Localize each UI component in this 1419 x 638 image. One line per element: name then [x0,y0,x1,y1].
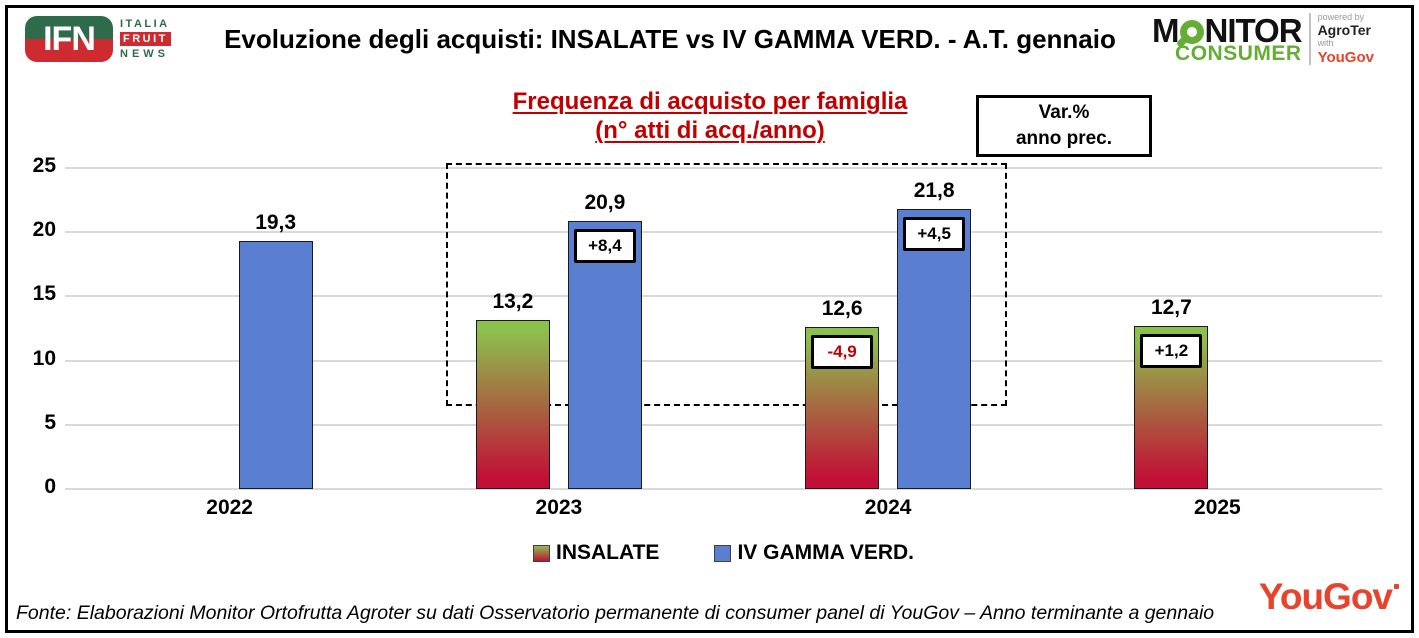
magnifier-icon [1179,19,1204,44]
bar-iv-gamma-verd--2023 [567,220,642,489]
gridline-25 [65,167,1382,169]
page-title: Evoluzione degli acquisti: INSALATE vs I… [224,24,1116,54]
legend-label: IV GAMMA VERD. [737,541,914,564]
ifn-abbr: IFN [43,19,96,58]
bar-value-label-2023-1: 20,9 [584,190,626,214]
with-text: with [1317,38,1334,49]
var-chip-2023-1: +8,4 [573,228,636,263]
yougov-logo-text: YouGov [1258,576,1393,617]
bar-value-label-2022-1: 19,3 [255,211,297,235]
var-percent-line1: Var.% [1038,102,1090,124]
ifn-badge-icon: IFN [25,16,113,62]
highlight-dashed-box [446,163,1007,406]
gridline-20 [65,231,1382,234]
ifn-fruit-text: FRUIT [120,32,171,46]
chart-subtitle: Frequenza di acquisto per famiglia (n° a… [380,88,1040,146]
y-axis-label-0: 0 [44,475,56,498]
monitor-consumer-wordmark: M NITOR CONSUMER [1152,12,1303,66]
y-axis-label-25: 25 [32,154,56,177]
var-chip-2024-0: -4,9 [811,335,874,370]
gridline-0 [65,488,1382,490]
bar-iv-gamma-verd--2022 [238,241,313,489]
chart-subtitle-line1: Frequenza di acquisto per famiglia [512,88,908,115]
monitor-rest: NITOR [1204,12,1303,50]
powered-by-text: powered by [1317,12,1365,22]
gridline-10 [65,359,1382,362]
gridline-15 [65,295,1382,298]
x-axis-label-2025: 2025 [1194,496,1241,519]
powered-by-block: powered by AgroTer with YouGov [1318,12,1374,66]
legend-swatch [714,544,732,562]
bar-insalate-2023 [475,319,550,489]
x-axis-label-2023: 2023 [535,496,583,519]
var-chip-2024-1: +4,5 [903,217,966,252]
logo-divider [1308,13,1311,66]
y-axis-label-5: 5 [44,410,56,434]
ifn-news-text: NEWS [120,48,169,60]
bar-value-label-2024-0: 12,6 [821,297,863,321]
y-axis-label-20: 20 [32,218,56,242]
x-axis-label-2022: 2022 [206,496,253,519]
source-note: Fonte: Elaborazioni Monitor Ortofrutta A… [16,602,1215,624]
chart-subtitle-line2: (n° atti di acq./anno) [595,116,825,144]
monitor-consumer-logo: M NITOR CONSUMER powered by AgroTer with… [1152,12,1374,66]
chart-legend: INSALATE IV GAMMA VERD. [65,541,1382,565]
legend-swatch [532,544,550,562]
monitor-m: M [1152,12,1179,50]
ifn-italia-text: ITALIA [120,18,170,30]
legend-label: INSALATE [555,541,660,564]
consumer-word: CONSUMER [1175,42,1302,66]
monitor-word: M NITOR [1152,12,1303,50]
yougov-trademark-dot [1394,584,1399,589]
ifn-logo: IFN ITALIA FRUIT NEWS [25,16,171,62]
y-axis-label-10: 10 [32,346,56,370]
agroter-text: AgroTer [1317,22,1371,39]
bar-iv-gamma-verd--2024 [897,209,972,489]
x-axis-label-2024: 2024 [864,496,912,519]
var-chip-2025-0: +1,2 [1140,333,1203,368]
yougov-logo: YouGov [1259,576,1399,618]
yougov-small-logo: YouGov [1317,48,1374,66]
bar-value-label-2024-1: 21,8 [913,179,955,203]
bar-value-label-2023-0: 13,2 [492,289,534,313]
legend-item-iv-gamma-verd-: IV GAMMA VERD. [714,541,914,565]
gridline-5 [65,423,1382,426]
y-axis-label-15: 15 [32,282,56,306]
var-percent-box: Var.% anno prec. [976,95,1152,157]
ifn-wordmark: ITALIA FRUIT NEWS [120,18,171,60]
var-percent-line2: anno prec. [1015,128,1113,149]
bar-value-label-2025-0: 12,7 [1150,295,1192,319]
legend-item-insalate: INSALATE [532,541,660,565]
